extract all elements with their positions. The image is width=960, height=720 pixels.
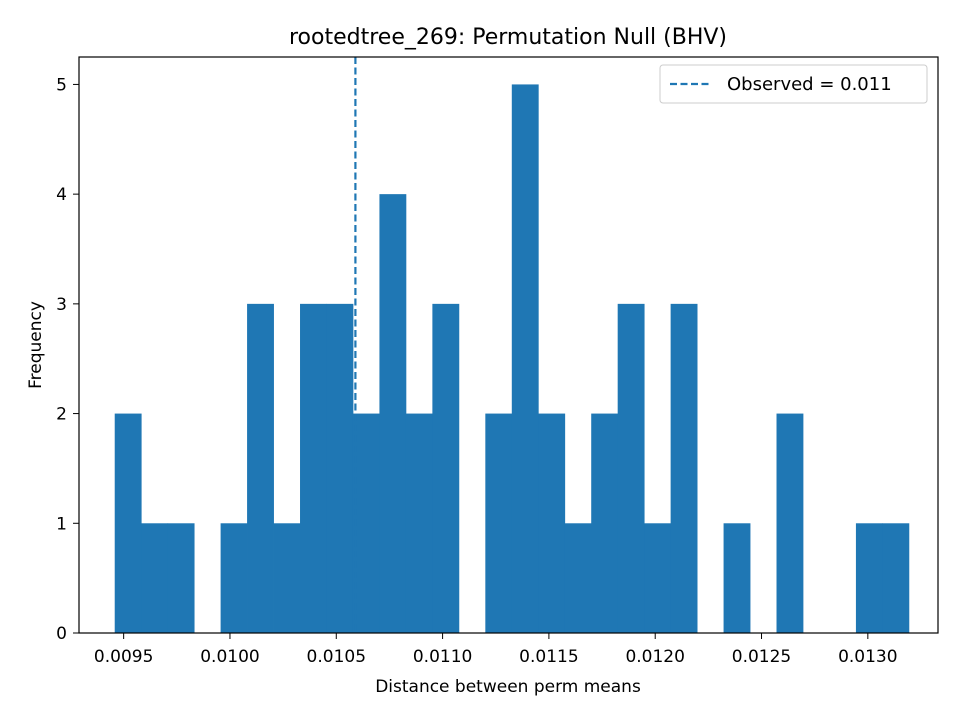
x-tick-label: 0.0105 (307, 647, 366, 667)
y-tick-label: 3 (56, 295, 67, 315)
histogram-bar (644, 523, 672, 633)
histogram-bar (247, 303, 274, 633)
y-axis-ticks: 0 1 2 3 4 5 (56, 75, 79, 644)
y-tick-label: 4 (56, 185, 67, 205)
histogram-bar (670, 303, 698, 633)
histogram-bar (220, 523, 248, 633)
histogram-bar (326, 303, 354, 633)
chart-title: rootedtree_269: Permutation Null (BHV) (289, 25, 727, 50)
x-tick-label: 0.0100 (200, 647, 259, 667)
histogram-bar (352, 413, 380, 633)
histogram-bar (882, 523, 910, 633)
legend-label: Observed = 0.011 (727, 74, 892, 95)
histogram-bar (538, 413, 566, 633)
histogram-bar (300, 303, 327, 633)
histogram-bar (141, 523, 169, 633)
x-tick-label: 0.0125 (732, 647, 791, 667)
histogram-bar (564, 523, 592, 633)
legend-box (659, 64, 928, 104)
histogram-bar (855, 523, 883, 633)
x-tick-label: 0.0130 (838, 647, 897, 667)
histogram-bar (273, 523, 301, 633)
histogram-bar (379, 194, 407, 633)
x-tick-label: 0.0120 (625, 647, 684, 667)
histogram-bar (405, 413, 433, 633)
y-tick-label: 1 (56, 514, 67, 534)
x-axis-ticks: 0.0095 0.0100 0.0105 0.0110 0.0115 0.0120 0.01… (94, 633, 898, 667)
histogram-bar (617, 303, 645, 633)
histogram-bar (167, 523, 195, 633)
histogram-bar (485, 413, 513, 633)
legend: Observed = 0.011 (659, 64, 928, 104)
histogram-bar (776, 413, 804, 633)
y-axis-label: Frequency (26, 301, 46, 389)
x-tick-label: 0.0095 (94, 647, 153, 667)
y-tick-label: 0 (56, 624, 67, 644)
histogram-bar (432, 303, 460, 633)
plot-frame (78, 56, 939, 634)
bars-group (114, 84, 910, 633)
y-tick-label: 5 (56, 75, 67, 95)
histogram-bar (591, 413, 619, 633)
y-tick-label: 2 (56, 405, 67, 425)
x-tick-label: 0.0110 (413, 647, 472, 667)
x-axis-label: Distance between perm means (375, 677, 641, 697)
histogram-bar (114, 413, 142, 633)
x-tick-label: 0.0115 (519, 647, 578, 667)
histogram-bar (511, 84, 539, 633)
histogram-bar (723, 523, 751, 633)
